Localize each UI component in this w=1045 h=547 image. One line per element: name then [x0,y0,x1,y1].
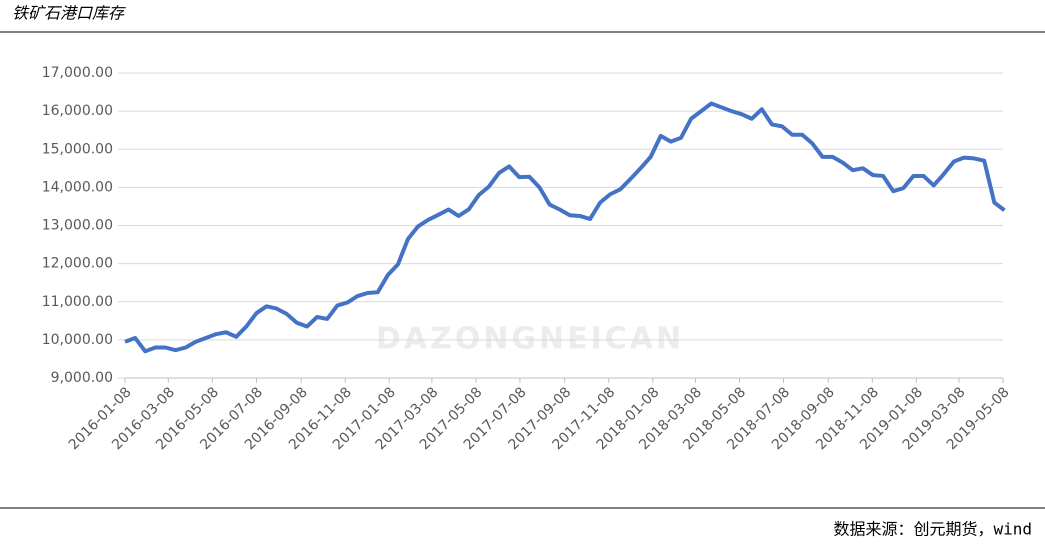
series-line [124,101,1006,354]
y-tick-label: 9,000.00 [51,370,113,386]
y-tick-label: 12,000.00 [42,256,113,272]
chart-title: 铁矿石港口库存 [12,4,126,23]
y-tick-label: 16,000.00 [42,103,113,119]
y-tick-label: 14,000.00 [42,179,113,195]
watermark: DAZONGNEICAN [376,322,684,357]
y-tick-label: 17,000.00 [42,65,113,81]
y-tick-label: 10,000.00 [42,332,113,348]
y-tick-label: 11,000.00 [42,294,113,310]
source-note: 数据来源：创元期货，wind [833,520,1032,539]
y-tick-label: 15,000.00 [42,141,113,157]
y-tick-label: 13,000.00 [42,218,113,234]
